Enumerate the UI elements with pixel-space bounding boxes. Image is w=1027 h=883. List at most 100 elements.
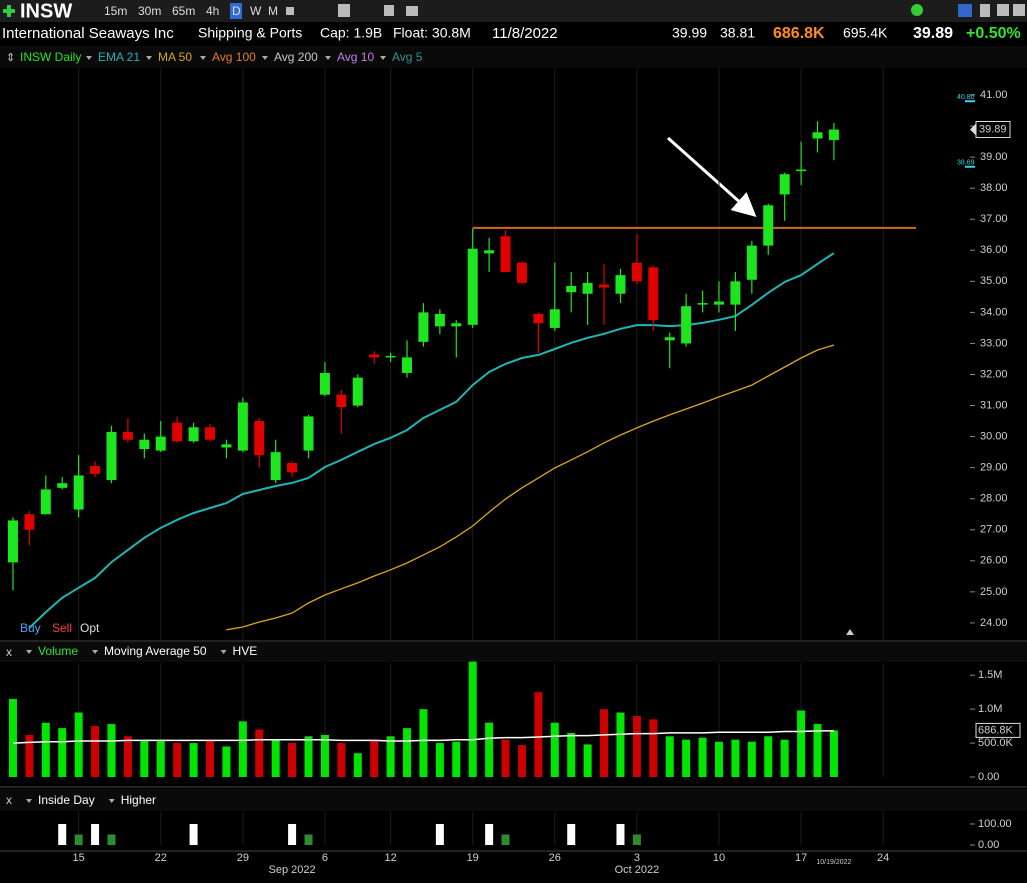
volume-tag — [975, 722, 1021, 738]
float: Float: 30.8M — [393, 25, 471, 41]
collapse[interactable] — [846, 629, 854, 635]
legend-item[interactable]: Moving Average 50 — [104, 644, 207, 658]
candle-body — [730, 281, 741, 305]
legend-item[interactable]: Avg 5 — [392, 50, 423, 64]
marker-label: 38.69 — [957, 160, 975, 167]
order-button[interactable]: Sell — [52, 621, 72, 635]
legend-item[interactable]: Higher — [121, 793, 156, 807]
legend-item[interactable]: HVE — [233, 644, 258, 658]
y-tick-label: 34.00 — [980, 306, 1008, 318]
y-tick-label: 26.00 — [980, 555, 1008, 567]
close-panel[interactable]: x — [6, 793, 12, 807]
timeframe-button[interactable]: 15m — [104, 4, 127, 18]
close-panel[interactable]: x — [6, 645, 12, 659]
signal-bar — [58, 823, 67, 845]
volume-bar — [567, 732, 576, 777]
plus-icon[interactable] — [3, 5, 15, 17]
inside-header — [0, 789, 1027, 811]
volume-bar — [501, 739, 510, 777]
legend-item[interactable]: Volume — [38, 644, 78, 658]
candle-body — [237, 402, 248, 451]
volume-bar — [304, 736, 313, 777]
marker-label: 40.80 — [957, 94, 975, 101]
legend-item[interactable]: INSW Daily — [20, 50, 81, 64]
legend-dropdown — [92, 650, 99, 654]
candle-body — [188, 427, 199, 442]
volume-bar — [452, 741, 461, 777]
industry: Shipping & Ports — [198, 25, 302, 41]
timeframe-button[interactable]: W — [250, 4, 262, 18]
y-tick-label: 33.00 — [980, 337, 1008, 349]
candle-body — [221, 444, 232, 448]
moving-average-line — [28, 252, 835, 629]
last-date-label: 10/19/2022 — [816, 859, 851, 866]
candle-body — [549, 309, 560, 328]
volume-bar — [386, 736, 395, 777]
legend-item[interactable]: MA 50 — [158, 50, 192, 64]
timeframe-button[interactable]: D — [232, 4, 241, 18]
volume-bar — [288, 743, 297, 777]
volume-bar — [764, 736, 773, 777]
legend-dropdown — [146, 56, 152, 60]
volume-bar — [238, 721, 247, 777]
volume-bar — [91, 726, 100, 777]
legend-item[interactable]: Avg 100 — [212, 50, 256, 64]
y-tick-label: 500.0K — [978, 737, 1014, 749]
candle-body — [599, 284, 610, 288]
legend-item[interactable]: Avg 200 — [274, 50, 318, 64]
volume-bar — [222, 746, 231, 777]
candle-body — [352, 377, 363, 406]
timeframe-button[interactable]: M — [268, 4, 278, 18]
y-tick-label: 39.00 — [980, 151, 1008, 163]
signal-bar — [567, 823, 576, 845]
candle-body — [516, 262, 527, 283]
x-tick-label: 12 — [384, 852, 396, 864]
volume-bar — [780, 739, 789, 777]
legend-item[interactable]: EMA 21 — [98, 50, 140, 64]
candle-body — [451, 323, 462, 327]
volume-bar — [747, 741, 756, 777]
legend-item[interactable]: Avg 10 — [337, 50, 374, 64]
y-tick-label: 29.00 — [980, 462, 1008, 474]
candle-body — [172, 422, 183, 442]
legend-dropdown — [380, 56, 386, 60]
price-plot — [7, 121, 917, 631]
timeframe-button[interactable]: 30m — [138, 4, 161, 18]
candle-body — [254, 421, 265, 456]
last-price: 39.89 — [913, 25, 953, 42]
annotation-arrow — [667, 136, 757, 217]
volume-bar — [550, 722, 559, 777]
candle-body — [648, 267, 659, 321]
candle-body — [467, 248, 478, 325]
x-tick-label: 17 — [795, 852, 807, 864]
candle-body — [204, 427, 215, 440]
timeframe-button[interactable]: 4h — [206, 4, 219, 18]
volume-bar — [8, 698, 17, 777]
candle-body — [402, 357, 413, 373]
candle-body — [566, 285, 577, 293]
legend-item[interactable]: Inside Day — [38, 793, 95, 807]
candle-body — [681, 306, 692, 344]
moving-average-line — [226, 344, 835, 631]
legend-arrow: ⇕ — [6, 52, 15, 64]
signal-bar — [74, 834, 83, 845]
order-button[interactable]: Opt — [80, 621, 100, 635]
volume-bar — [731, 739, 740, 777]
volume-bar — [485, 722, 494, 777]
volume-bar — [829, 730, 838, 777]
timeframe-button[interactable]: 65m — [172, 4, 195, 18]
candle-body — [336, 394, 347, 408]
y-tick-label: 28.00 — [980, 493, 1008, 505]
y-tick-label: 36.00 — [980, 244, 1008, 256]
y-tick-label: 30.00 — [980, 431, 1008, 443]
toolbar-icons — [286, 4, 1025, 17]
volume-bar — [682, 739, 691, 777]
volume-bar — [140, 739, 149, 777]
signal-bar — [304, 834, 313, 845]
volume-bar — [714, 741, 723, 777]
legend-dropdown — [200, 56, 206, 60]
candle-body — [697, 303, 708, 305]
candle-body — [631, 262, 642, 282]
order-button[interactable]: Buy — [20, 621, 41, 635]
